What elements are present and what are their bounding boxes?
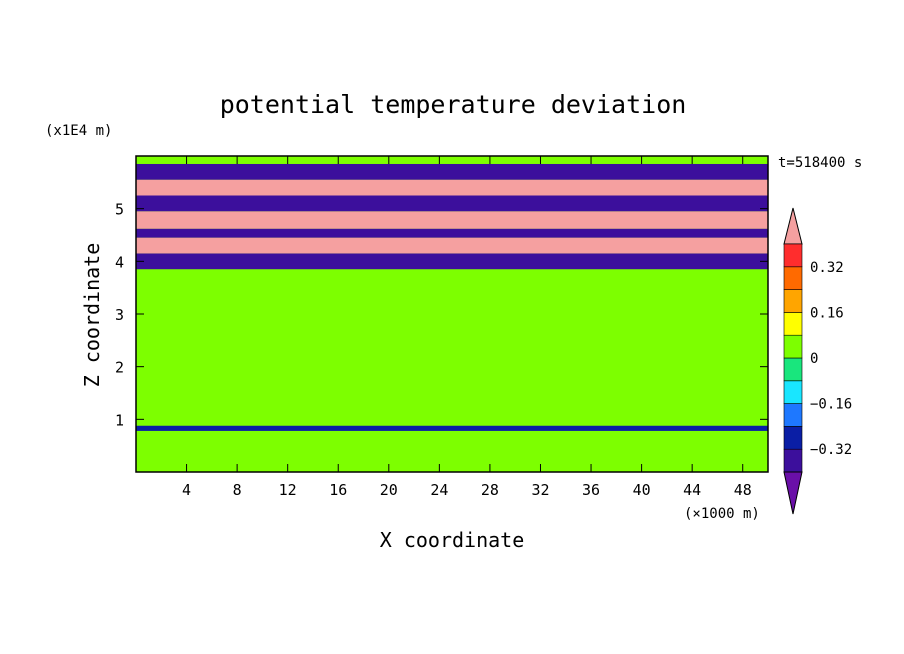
x-tick-label: 4 — [182, 481, 191, 499]
y-unit-label: (x1E4 m) — [45, 123, 112, 139]
x-tick-label: 32 — [531, 481, 549, 499]
y-axis-label: Z coordinate — [80, 243, 104, 388]
colorbar-box-9 — [783, 243, 803, 268]
x-unit-label: (×1000 m) — [684, 506, 760, 522]
x-tick-label: 12 — [279, 481, 297, 499]
y-tick-label: 1 — [115, 411, 124, 429]
y-tick-label: 2 — [115, 359, 124, 377]
x-tick-label: 40 — [633, 481, 651, 499]
colorbar-box-3 — [783, 380, 803, 404]
field-band-4 — [136, 237, 768, 254]
x-axis-label: X coordinate — [380, 528, 525, 552]
y-tick-label: 3 — [115, 306, 124, 324]
field-band-1 — [136, 425, 768, 431]
x-tick-label: 20 — [380, 481, 398, 499]
colorbar: 0.32 0.16 0 −0.16 −0.32 — [783, 207, 852, 515]
colorbar-tick-label: 0.32 — [810, 260, 844, 276]
x-tick-label: 48 — [734, 481, 752, 499]
field-band-2 — [136, 269, 768, 426]
plot-area — [136, 156, 768, 472]
colorbar-tick-label: −0.16 — [810, 397, 852, 413]
field-band-10 — [136, 156, 768, 164]
colorbar-box-4 — [783, 357, 803, 382]
x-tick-label: 16 — [329, 481, 347, 499]
colorbar-lower-extension — [783, 471, 803, 515]
colorbar-box-2 — [783, 403, 803, 427]
colorbar-tick-label: −0.32 — [810, 442, 852, 458]
chart-title: potential temperature deviation — [220, 90, 687, 119]
field-band-7 — [136, 195, 768, 212]
colorbar-box-0 — [783, 448, 803, 473]
x-tick-label: 8 — [233, 481, 242, 499]
colorbar-upper-extension — [783, 207, 803, 245]
colorbar-box-8 — [783, 266, 803, 290]
field-band-3 — [136, 253, 768, 270]
y-tick-label: 4 — [115, 253, 124, 271]
colorbar-box-1 — [783, 426, 803, 450]
x-tick-label: 44 — [683, 481, 701, 499]
x-tick-label: 24 — [430, 481, 448, 499]
field-band-0 — [136, 427, 768, 472]
y-tick-label: 5 — [115, 201, 124, 219]
colorbar-tick-label: 0.16 — [810, 305, 844, 321]
colorbar-box-7 — [783, 289, 803, 313]
colorbar-tick-label: 0 — [810, 351, 818, 367]
colorbar-box-6 — [783, 312, 803, 336]
x-tick-label: 28 — [481, 481, 499, 499]
field-band-9 — [136, 163, 768, 180]
x-tick-label: 36 — [582, 481, 600, 499]
field-band-8 — [136, 179, 768, 196]
colorbar-box-5 — [783, 334, 803, 359]
time-label: t=518400 s — [778, 155, 862, 171]
field-band-5 — [136, 228, 768, 238]
field-band-6 — [136, 211, 768, 229]
